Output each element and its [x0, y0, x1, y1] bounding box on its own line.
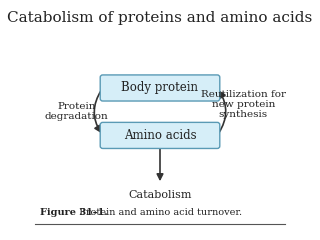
Text: Body protein: Body protein	[122, 81, 198, 95]
FancyArrowPatch shape	[157, 149, 163, 180]
FancyArrowPatch shape	[94, 90, 101, 132]
Text: Amino acids: Amino acids	[124, 129, 196, 142]
FancyArrowPatch shape	[219, 92, 226, 133]
Text: Protein
degradation: Protein degradation	[45, 102, 109, 121]
Text: Reutilization for
new protein
synthesis: Reutilization for new protein synthesis	[201, 90, 286, 120]
Text: Figure 31–1.: Figure 31–1.	[40, 208, 108, 217]
Text: Protein and amino acid turnover.: Protein and amino acid turnover.	[76, 208, 242, 217]
FancyBboxPatch shape	[100, 122, 220, 149]
Text: Catabolism: Catabolism	[128, 190, 192, 200]
FancyBboxPatch shape	[100, 75, 220, 101]
Text: Catabolism of proteins and amino acids: Catabolism of proteins and amino acids	[7, 11, 313, 25]
